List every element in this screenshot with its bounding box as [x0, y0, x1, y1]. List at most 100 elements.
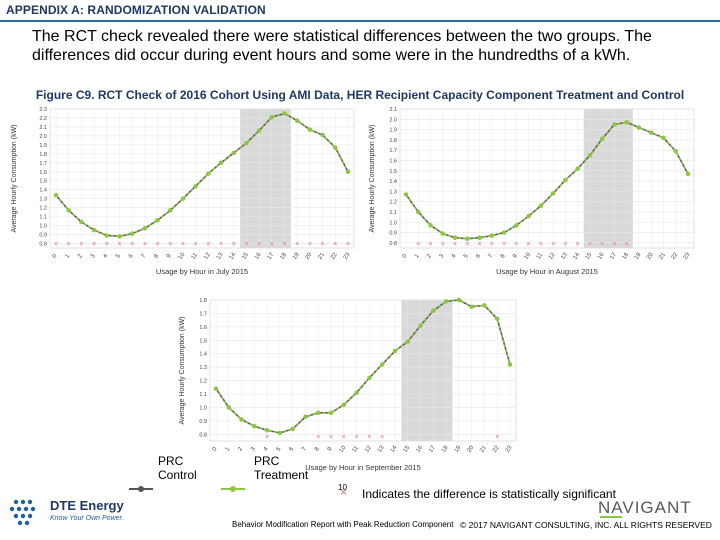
- y-tick-label: 2.0: [389, 117, 397, 123]
- point-treatment: [673, 149, 678, 154]
- significance-marker: ×: [355, 434, 359, 441]
- point-treatment: [79, 219, 84, 225]
- significance-marker: ×: [316, 434, 320, 441]
- figure-title: Figure C9. RCT Check of 2016 Cohort Usin…: [35, 88, 685, 102]
- point-treatment: [507, 362, 513, 367]
- x-tick-label: 21: [479, 444, 488, 453]
- x-tick-label: 0: [52, 253, 59, 260]
- point-treatment: [440, 231, 445, 236]
- point-treatment: [456, 297, 462, 303]
- point-treatment: [443, 299, 449, 304]
- x-tick-label: 7: [488, 253, 495, 260]
- point-treatment: [180, 196, 186, 201]
- x-tick-label: 11: [191, 252, 200, 261]
- y-tick-label: 2.1: [389, 107, 397, 113]
- y-axis-label: Average Hourly Consumption (kW): [179, 316, 186, 424]
- y-tick-label: 1.2: [389, 200, 397, 206]
- point-treatment: [193, 183, 198, 189]
- point-treatment: [405, 339, 410, 344]
- y-tick-label: 2.3: [39, 107, 47, 113]
- significance-marker: ×: [600, 241, 604, 248]
- point-treatment: [465, 236, 470, 241]
- point-treatment: [563, 177, 568, 183]
- x-tick-label: 19: [454, 444, 463, 453]
- copyright: © 2017 NAVIGANT CONSULTING, INC. ALL RIG…: [460, 520, 712, 530]
- y-tick-label: 1.5: [199, 338, 207, 344]
- point-treatment: [587, 153, 593, 158]
- significance-marker: ×: [563, 241, 567, 248]
- significance-marker: ×: [428, 241, 432, 248]
- significance-marker: ×: [181, 241, 185, 248]
- y-tick-label: 1.0: [39, 224, 47, 230]
- point-treatment: [328, 410, 334, 415]
- significance-marker: ×: [478, 241, 482, 248]
- x-tick-label: 12: [203, 251, 212, 260]
- x-tick-label: 14: [572, 251, 581, 260]
- significance-marker: ×: [346, 241, 350, 248]
- y-tick-label: 1.8: [199, 298, 207, 304]
- x-tick-label: 18: [622, 251, 631, 260]
- point-treatment: [269, 114, 275, 120]
- plot-area: [399, 108, 695, 249]
- x-tick-label: 2: [426, 253, 433, 260]
- x-tick-label: 2: [77, 253, 84, 260]
- point-treatment: [206, 171, 211, 176]
- x-tick-label: 21: [317, 251, 326, 260]
- y-tick-label: 1.9: [389, 128, 397, 134]
- x-tick-label: 16: [254, 251, 263, 260]
- point-treatment: [403, 192, 409, 197]
- point-treatment: [612, 122, 617, 127]
- x-tick-label: 6: [128, 253, 135, 260]
- y-tick-label: 1.6: [199, 325, 207, 331]
- dte-tagline: Know Your Own Power.: [50, 515, 124, 522]
- x-tick-label: 12: [364, 444, 373, 453]
- y-tick-label: 2.1: [39, 125, 47, 131]
- x-tick-label: 20: [305, 251, 314, 260]
- significance-marker: ×: [514, 241, 518, 248]
- significance-marker: ×: [54, 241, 58, 248]
- significance-marker: ×: [453, 241, 457, 248]
- point-treatment: [282, 111, 287, 116]
- point-treatment: [244, 140, 249, 146]
- point-treatment: [252, 424, 257, 429]
- x-tick-label: 0: [212, 446, 219, 453]
- x-tick-label: 7: [301, 446, 308, 453]
- significance-marker: ×: [321, 241, 325, 248]
- x-tick-label: 0: [402, 253, 409, 260]
- significance-marker: ×: [416, 241, 420, 248]
- point-treatment: [514, 223, 519, 228]
- significance-marker: ×: [282, 241, 286, 248]
- point-treatment: [218, 160, 224, 166]
- series-line-treatment: [215, 299, 511, 434]
- x-tick-label: 17: [428, 444, 437, 453]
- x-tick-label: 3: [439, 253, 446, 260]
- plot-area: [209, 299, 517, 442]
- point-treatment: [307, 127, 313, 132]
- significance-marker: ×: [168, 241, 172, 248]
- x-tick-label: 23: [505, 444, 514, 453]
- point-treatment: [428, 223, 433, 228]
- page-number: 10: [338, 483, 347, 492]
- point-treatment: [392, 348, 398, 354]
- y-tick-label: 1.3: [199, 365, 207, 371]
- point-treatment: [495, 316, 500, 321]
- x-axis-label: Usage by Hour in September 2015: [305, 463, 421, 472]
- significance-marker: ×: [576, 241, 580, 248]
- y-tick-label: 1.2: [199, 379, 207, 385]
- point-treatment: [277, 430, 283, 436]
- x-tick-label: 16: [415, 444, 424, 453]
- y-tick-label: 1.9: [39, 143, 47, 149]
- significance-marker: ×: [194, 241, 198, 248]
- x-tick-label: 22: [330, 251, 339, 260]
- x-tick-label: 6: [475, 253, 482, 260]
- x-tick-label: 1: [414, 253, 421, 260]
- significance-marker: ×: [232, 241, 236, 248]
- point-treatment: [624, 120, 629, 125]
- significance-marker: ×: [625, 241, 629, 248]
- x-tick-label: 17: [267, 251, 276, 260]
- legend-sig-label: Indicates the difference is statisticall…: [362, 487, 616, 501]
- navigant-logo: NAVIGANT: [598, 498, 692, 518]
- event-shade: [401, 300, 453, 441]
- point-treatment: [661, 135, 666, 141]
- point-treatment: [295, 118, 300, 123]
